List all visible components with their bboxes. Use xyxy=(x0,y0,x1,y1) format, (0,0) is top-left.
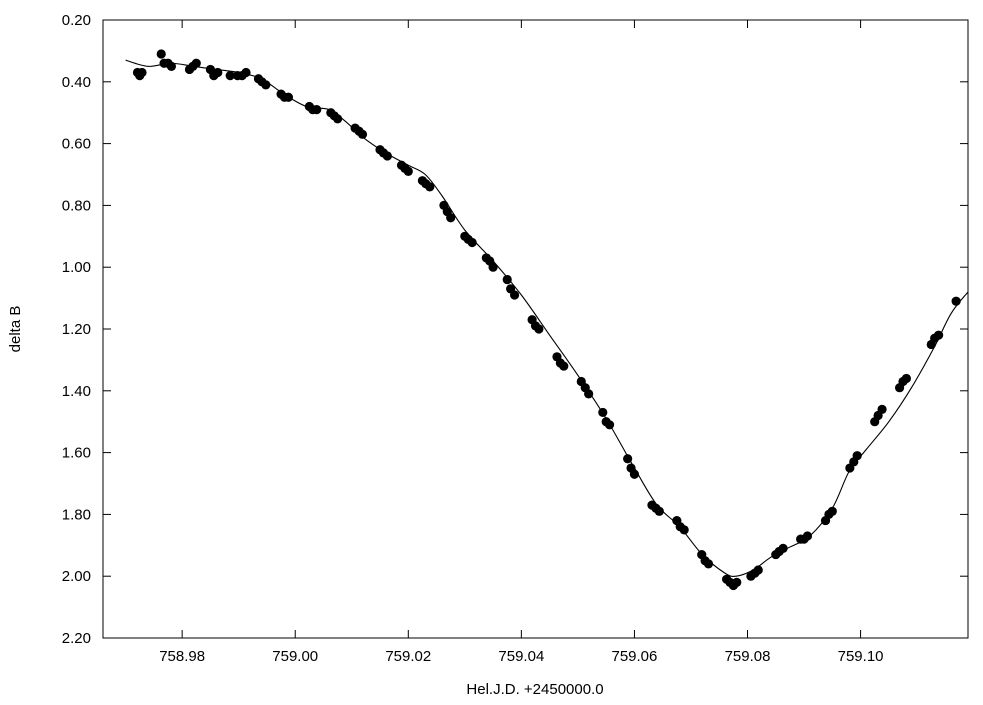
series-points xyxy=(132,49,961,591)
x-axis-title: Hel.J.D. +2450000.0 xyxy=(466,681,603,698)
data-point xyxy=(604,420,615,430)
data-point xyxy=(241,67,251,78)
data-point xyxy=(951,296,961,306)
data-point xyxy=(488,262,498,272)
data-point xyxy=(403,166,413,177)
data-point xyxy=(901,373,911,384)
data-point xyxy=(802,531,813,541)
data-point xyxy=(225,71,235,81)
x-tick-label: 759.10 xyxy=(838,648,884,665)
x-tick-label: 759.08 xyxy=(725,648,771,665)
data-point xyxy=(382,151,392,161)
y-tick-label: 1.40 xyxy=(62,383,91,400)
x-tick-label: 759.04 xyxy=(498,648,544,665)
data-point xyxy=(191,58,201,68)
data-point xyxy=(333,114,343,124)
data-point xyxy=(654,506,664,516)
y-tick-label: 0.80 xyxy=(62,197,91,214)
data-point xyxy=(213,67,223,78)
data-point xyxy=(852,451,862,461)
data-point xyxy=(509,290,520,300)
data-point xyxy=(584,389,594,399)
x-tick-label: 759.06 xyxy=(611,648,657,665)
data-point xyxy=(357,129,368,139)
data-point xyxy=(753,565,763,575)
y-tick-label: 1.60 xyxy=(62,445,91,462)
data-point xyxy=(679,525,689,535)
x-axis-ticks: 758.98 759.00 759.02 759.04 759.06 759.08 759.… xyxy=(159,20,884,665)
y-axis-ticks: 0.20 0.40 0.60 0.80 1.00 1.20 1.40 1.60 1.80 2.00… xyxy=(62,12,968,647)
y-tick-label: 1.20 xyxy=(62,321,91,338)
data-point xyxy=(629,469,640,479)
series-line xyxy=(125,59,969,577)
data-point xyxy=(446,213,456,223)
data-point xyxy=(732,577,742,587)
data-point xyxy=(312,105,322,115)
data-point xyxy=(827,506,837,516)
y-tick-label: 0.60 xyxy=(62,136,91,153)
data-point xyxy=(467,237,477,248)
data-point xyxy=(703,559,714,569)
y-tick-label: 1.00 xyxy=(62,259,91,276)
data-point xyxy=(559,361,569,371)
y-tick-label: 0.20 xyxy=(62,12,91,29)
y-tick-label: 2.20 xyxy=(62,630,91,647)
data-point xyxy=(534,324,544,334)
data-point xyxy=(598,407,608,418)
x-tick-label: 759.02 xyxy=(385,648,431,665)
data-point xyxy=(623,454,633,464)
y-tick-label: 1.80 xyxy=(62,506,91,523)
data-point xyxy=(166,61,177,71)
data-point xyxy=(502,274,512,285)
x-tick-label: 759.00 xyxy=(272,648,318,665)
data-point xyxy=(137,67,147,78)
data-point xyxy=(934,330,944,340)
y-axis-title: delta B xyxy=(7,306,24,353)
data-point xyxy=(425,182,435,192)
y-tick-label: 0.40 xyxy=(62,74,91,91)
data-point xyxy=(778,543,788,553)
data-point xyxy=(877,404,887,414)
data-point xyxy=(261,80,271,90)
data-point xyxy=(283,92,294,102)
x-tick-label: 758.98 xyxy=(159,648,205,665)
data-point xyxy=(156,49,166,59)
y-tick-label: 2.00 xyxy=(62,568,91,585)
